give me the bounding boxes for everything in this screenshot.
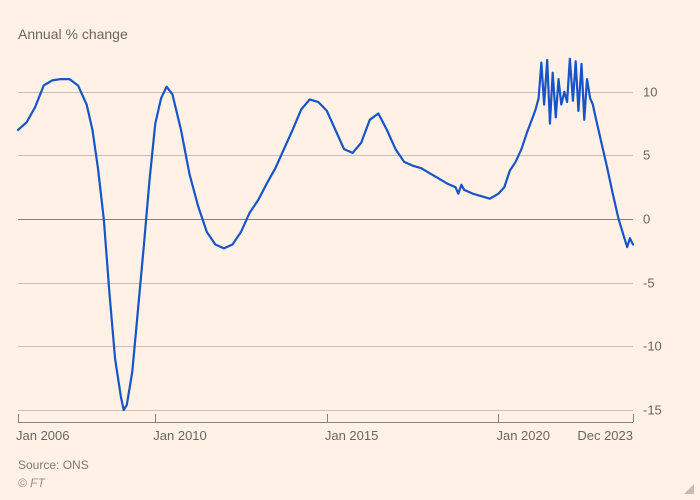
resize-corner-icon (684, 484, 694, 494)
series-line-annual-pct-change (18, 59, 633, 410)
x-axis-line (18, 422, 633, 423)
y-axis-label: -10 (643, 339, 662, 354)
x-axis-tick (498, 414, 499, 422)
x-axis-label: Dec 2023 (577, 428, 633, 443)
x-axis-tick (155, 414, 156, 422)
chart-copyright: © FT (18, 476, 45, 490)
x-axis-label: Jan 2015 (325, 428, 379, 443)
chart-subtitle: Annual % change (18, 26, 128, 42)
x-axis-tick (327, 414, 328, 422)
y-axis-label: 10 (643, 84, 657, 99)
x-axis-tick (18, 414, 19, 422)
y-axis-label: -15 (643, 403, 662, 418)
x-axis-label: Jan 2020 (496, 428, 550, 443)
x-axis-label: Jan 2010 (153, 428, 207, 443)
chart-source: Source: ONS (18, 458, 89, 472)
y-axis-label: 0 (643, 212, 650, 227)
chart-series-svg (18, 60, 633, 410)
y-axis-label: 5 (643, 148, 650, 163)
x-axis-tick (633, 414, 634, 422)
gridline (18, 410, 633, 411)
x-axis-label: Jan 2006 (16, 428, 70, 443)
chart-plot-area: 1050-5-10-15Jan 2006Jan 2010Jan 2015Jan … (18, 60, 633, 410)
y-axis-label: -5 (643, 275, 655, 290)
